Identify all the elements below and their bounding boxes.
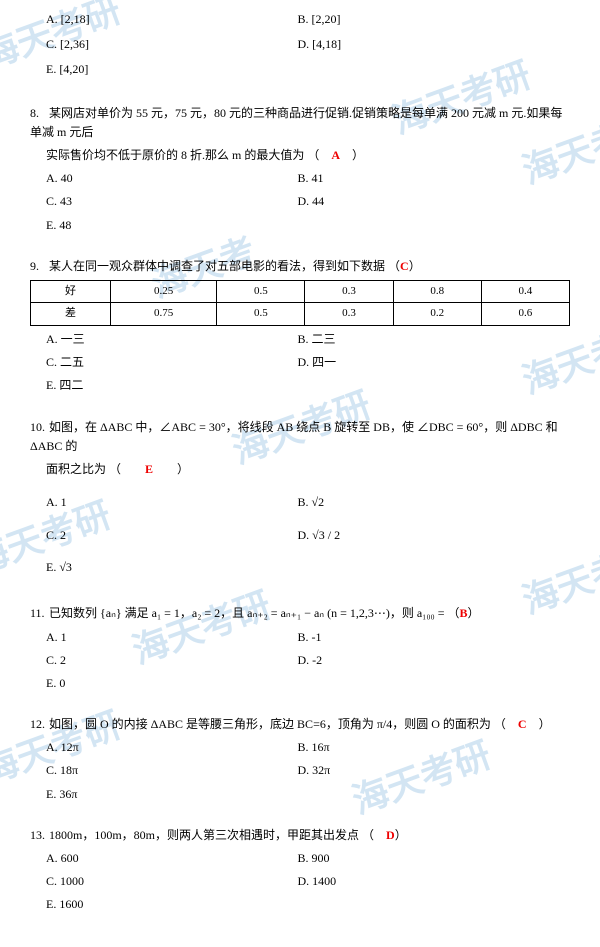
- table-cell: 0.5: [217, 303, 305, 326]
- option: C. [2,36]: [46, 35, 298, 54]
- table-cell: 差: [31, 303, 111, 326]
- option: A. 600: [46, 849, 298, 868]
- question-7-options: A. [2,18]B. [2,20]C. [2,36]D. [4,18]E. […: [30, 10, 570, 86]
- question-11: 11. 已知数列 {aₙ} 满足 a₁ = 1，a₂ = 2，且 aₙ₊₂ = …: [30, 604, 570, 697]
- q8-stem-l1: 某网店对单价为 55 元，75 元，80 元的三种商品进行促销.促销策略是每单满…: [30, 106, 562, 139]
- table-cell: 0.8: [393, 280, 481, 303]
- option: B. 41: [298, 169, 550, 188]
- option: B. 二三: [298, 330, 550, 349]
- q8-stem-l2: 实际售价均不低于原价的 8 折.那么 m 的最大值为: [46, 148, 304, 162]
- option: C. 43: [46, 192, 298, 211]
- q12-stem: 如图，圆 O 的内接 ΔABC 是等腰三角形，底边 BC=6，顶角为 π/4，则…: [49, 717, 491, 731]
- q9-stem: 某人在同一观众群体中调查了对五部电影的看法，得到如下数据: [49, 259, 385, 273]
- table-cell: 0.3: [305, 280, 393, 303]
- option: E. √3: [46, 554, 298, 580]
- question-12: 12. 如图，圆 O 的内接 ΔABC 是等腰三角形，底边 BC=6，顶角为 π…: [30, 715, 570, 808]
- option: E. 36π: [46, 785, 298, 804]
- q11-num: 11.: [30, 604, 46, 623]
- option: B. 900: [298, 849, 550, 868]
- table-cell: 0.5: [217, 280, 305, 303]
- option: C. 18π: [46, 761, 298, 780]
- option: A. [2,18]: [46, 10, 298, 29]
- q10-stem-l2: 面积之比为: [46, 462, 106, 476]
- option: A. 1: [46, 489, 298, 515]
- q8-num: 8.: [30, 104, 46, 123]
- option: C. 二五: [46, 353, 298, 372]
- option: D. 44: [298, 192, 550, 211]
- option: A. 一三: [46, 330, 298, 349]
- option: E. 1600: [46, 895, 298, 914]
- q11-answer: B: [460, 606, 468, 620]
- option: E. 0: [46, 674, 298, 693]
- question-8: 8. 某网店对单价为 55 元，75 元，80 元的三种商品进行促销.促销策略是…: [30, 104, 570, 239]
- q13-num: 13.: [30, 826, 46, 845]
- q11-stem: 已知数列 {aₙ} 满足 a₁ = 1，a₂ = 2，且 aₙ₊₂ = aₙ₊₁…: [49, 606, 444, 620]
- option: B. √2: [298, 489, 550, 515]
- option: E. 48: [46, 216, 298, 235]
- q12-num: 12.: [30, 715, 46, 734]
- table-cell: 0.6: [481, 303, 569, 326]
- option: B. 16π: [298, 738, 550, 757]
- option: A. 40: [46, 169, 298, 188]
- option: D. [4,18]: [298, 35, 550, 54]
- table-cell: 0.4: [481, 280, 569, 303]
- option: C. 2: [46, 522, 298, 548]
- option: A. 1: [46, 628, 298, 647]
- table-cell: 好: [31, 280, 111, 303]
- q9-num: 9.: [30, 257, 46, 276]
- question-10: 10. 如图，在 ΔABC 中，∠ABC = 30°，将线段 AB 绕点 B 旋…: [30, 418, 570, 587]
- table-cell: 0.75: [111, 303, 217, 326]
- option: C. 1000: [46, 872, 298, 891]
- table-cell: 0.2: [393, 303, 481, 326]
- q10-stem-l1: 如图，在 ΔABC 中，∠ABC = 30°，将线段 AB 绕点 B 旋转至 D…: [30, 420, 558, 453]
- option: A. 12π: [46, 738, 298, 757]
- table-cell: 0.25: [111, 280, 217, 303]
- q13-answer: D: [386, 828, 395, 842]
- option: E. 四二: [46, 376, 298, 395]
- q13-stem: 1800m，100m，80m，则两人第三次相遇时，甲距其出发点: [49, 828, 359, 842]
- q10-num: 10.: [30, 418, 46, 437]
- option: C. 2: [46, 651, 298, 670]
- option: D. -2: [298, 651, 550, 670]
- table-cell: 0.3: [305, 303, 393, 326]
- q9-table: 好0.250.50.30.80.4 差0.750.50.30.20.6: [30, 280, 570, 326]
- option: B. -1: [298, 628, 550, 647]
- q9-answer: C: [400, 259, 409, 273]
- option: D. 32π: [298, 761, 550, 780]
- option: D. √3 / 2: [298, 522, 550, 548]
- option: D. 四一: [298, 353, 550, 372]
- q12-answer: C: [518, 717, 527, 731]
- option: B. [2,20]: [298, 10, 550, 29]
- question-9: 9. 某人在同一观众群体中调查了对五部电影的看法，得到如下数据 （C） 好0.2…: [30, 257, 570, 400]
- question-13: 13. 1800m，100m，80m，则两人第三次相遇时，甲距其出发点 （ D）…: [30, 826, 570, 919]
- option: E. [4,20]: [46, 60, 298, 79]
- q8-answer: A: [331, 148, 340, 162]
- option: D. 1400: [298, 872, 550, 891]
- q10-answer: E: [145, 462, 153, 476]
